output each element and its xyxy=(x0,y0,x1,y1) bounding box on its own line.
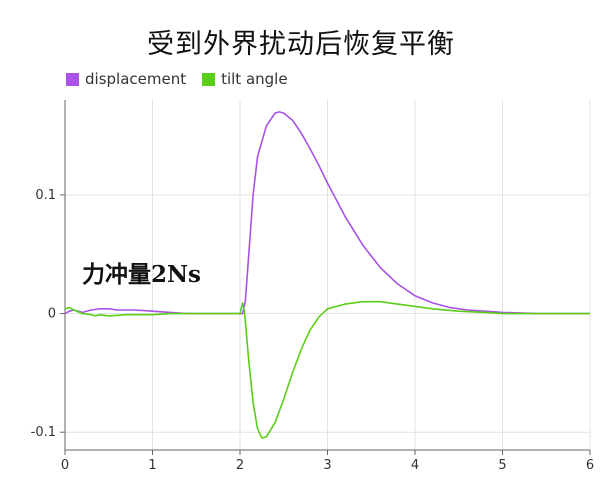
x-tick-label-6: 6 xyxy=(586,458,594,473)
legend-label-tilt-angle: tilt angle xyxy=(221,70,288,88)
series-line-tilt-angle xyxy=(64,300,590,439)
series-line-displacement xyxy=(64,111,590,315)
x-tick-label-0: 0 xyxy=(61,458,69,473)
x-tick-label-1: 1 xyxy=(148,458,156,473)
legend-item-tilt-angle[interactable]: tilt angle xyxy=(202,70,288,88)
y-tick-label-2: -0.1 xyxy=(31,425,56,440)
legend-swatch-displacement xyxy=(66,72,79,86)
y-tick-label-1: 0 xyxy=(48,307,56,322)
legend-label-displacement: displacement xyxy=(85,70,187,88)
legend-item-displacement[interactable]: displacement xyxy=(66,70,186,88)
x-tick-label-4: 4 xyxy=(411,458,419,473)
y-tick-label-0: 0.1 xyxy=(35,188,56,203)
x-tick-label-3: 3 xyxy=(323,458,331,473)
legend: displacement tilt angle xyxy=(66,70,304,88)
impulse-annotation: 力冲量2Ns xyxy=(82,261,201,288)
x-tick-label-2: 2 xyxy=(236,458,244,473)
x-tick-label-5: 5 xyxy=(498,458,506,473)
legend-swatch-tilt-angle xyxy=(202,72,216,86)
chart-title: 受到外界扰动后恢复平衡 xyxy=(147,29,455,60)
